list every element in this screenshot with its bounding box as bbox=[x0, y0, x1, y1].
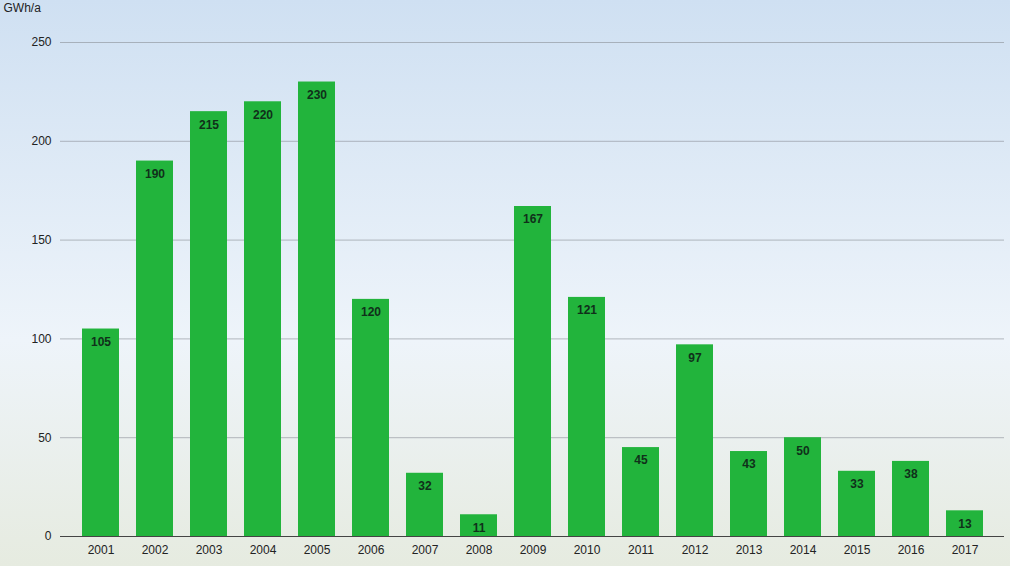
svg-text:38: 38 bbox=[904, 467, 918, 481]
svg-text:190: 190 bbox=[145, 167, 165, 181]
svg-text:50: 50 bbox=[38, 431, 52, 445]
svg-text:150: 150 bbox=[31, 233, 51, 247]
svg-text:167: 167 bbox=[523, 212, 543, 226]
svg-text:200: 200 bbox=[31, 134, 51, 148]
svg-text:45: 45 bbox=[634, 453, 648, 467]
svg-text:97: 97 bbox=[688, 351, 702, 365]
svg-text:105: 105 bbox=[91, 335, 111, 349]
svg-text:120: 120 bbox=[361, 305, 381, 319]
svg-text:2001: 2001 bbox=[88, 543, 115, 557]
svg-text:2015: 2015 bbox=[844, 543, 871, 557]
svg-text:2016: 2016 bbox=[898, 543, 925, 557]
svg-text:43: 43 bbox=[742, 457, 756, 471]
svg-text:2009: 2009 bbox=[520, 543, 547, 557]
svg-text:2006: 2006 bbox=[358, 543, 385, 557]
svg-text:11: 11 bbox=[473, 521, 486, 535]
svg-text:220: 220 bbox=[253, 108, 273, 122]
svg-text:GWh/a: GWh/a bbox=[4, 1, 42, 15]
svg-text:100: 100 bbox=[31, 332, 51, 346]
svg-text:2004: 2004 bbox=[250, 543, 277, 557]
svg-text:121: 121 bbox=[577, 303, 597, 317]
svg-text:2002: 2002 bbox=[142, 543, 169, 557]
svg-text:2010: 2010 bbox=[574, 543, 601, 557]
svg-text:33: 33 bbox=[850, 477, 864, 491]
svg-text:230: 230 bbox=[307, 88, 327, 102]
svg-text:2014: 2014 bbox=[790, 543, 817, 557]
svg-text:2003: 2003 bbox=[196, 543, 223, 557]
svg-text:2008: 2008 bbox=[466, 543, 493, 557]
svg-text:250: 250 bbox=[31, 35, 51, 49]
svg-text:32: 32 bbox=[418, 479, 432, 493]
svg-text:2011: 2011 bbox=[628, 543, 654, 557]
svg-text:2017: 2017 bbox=[952, 543, 979, 557]
svg-text:0: 0 bbox=[45, 529, 52, 543]
svg-text:2013: 2013 bbox=[736, 543, 763, 557]
svg-text:2005: 2005 bbox=[304, 543, 331, 557]
svg-text:13: 13 bbox=[958, 517, 972, 531]
svg-text:2012: 2012 bbox=[682, 543, 709, 557]
svg-text:50: 50 bbox=[796, 444, 810, 458]
svg-text:2007: 2007 bbox=[412, 543, 439, 557]
svg-text:215: 215 bbox=[199, 118, 219, 132]
